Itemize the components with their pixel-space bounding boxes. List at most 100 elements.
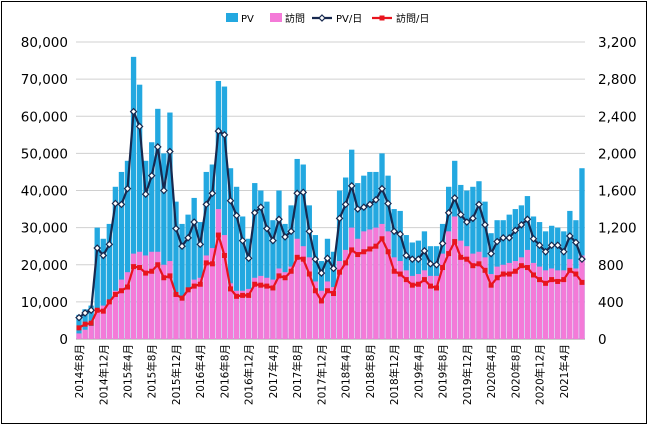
visit-per-day-point xyxy=(537,277,543,283)
visit-per-day-point xyxy=(385,249,391,255)
pv-per-day-point xyxy=(408,255,417,264)
x-tick-label: 2014年12月 xyxy=(97,344,110,405)
pv-per-day-point xyxy=(456,210,465,219)
pv-bar xyxy=(191,197,197,339)
legend-pv-per-day-marker xyxy=(318,14,326,22)
visit-bar xyxy=(88,326,94,339)
visit-bar xyxy=(300,246,306,339)
pv-per-day-point xyxy=(505,233,514,242)
pv-bar xyxy=(579,168,585,339)
left-tick-label: 40,000 xyxy=(21,184,68,200)
pv-bar xyxy=(252,183,258,339)
pv-bar xyxy=(130,56,137,339)
pv-per-day-point xyxy=(553,241,562,250)
pv-per-day-point xyxy=(214,127,223,135)
visit-per-day-point xyxy=(458,254,464,260)
visit-bar xyxy=(542,270,549,339)
visit-bar xyxy=(136,251,143,339)
pv-per-day-point xyxy=(99,251,108,260)
pv-per-day-point xyxy=(335,214,344,223)
visit-per-day-point xyxy=(149,268,155,274)
pv-per-day-point xyxy=(299,188,308,197)
visit-bar xyxy=(167,261,173,339)
right-tick-label: 2,400 xyxy=(598,109,637,125)
right-axis-ticks: 0 400 800 1,200 1,600 2,000 2,400 2,800 3,200 xyxy=(598,35,637,348)
pv-per-day-point xyxy=(353,205,362,213)
visit-per-day-point xyxy=(246,292,252,298)
visit-per-day-point xyxy=(161,275,167,281)
visit-bar xyxy=(500,264,506,339)
visit-per-day-point xyxy=(579,279,585,285)
visit-bar xyxy=(397,261,403,339)
visit-per-day-point xyxy=(391,268,397,274)
visit-bar xyxy=(379,223,385,339)
visit-per-day-point xyxy=(118,288,124,294)
left-tick-label: 10,000 xyxy=(21,295,68,311)
right-tick-label: 0 xyxy=(598,332,607,348)
visit-per-day-point xyxy=(234,293,240,299)
pv-per-day-point xyxy=(499,233,508,242)
visit-bar xyxy=(294,238,300,339)
visit-per-day-point xyxy=(421,277,427,283)
pv-bar xyxy=(124,160,131,339)
legend-pv-per-day-label: PV/日 xyxy=(336,14,362,25)
visit-bar xyxy=(433,275,440,339)
visit-bar xyxy=(221,235,228,339)
right-tick-label: 800 xyxy=(598,258,624,274)
pv-per-day-point xyxy=(450,194,459,202)
pv-per-day-point xyxy=(250,208,259,217)
visit-bar xyxy=(306,257,312,339)
pv-per-day-point xyxy=(305,227,314,236)
visit-per-day-point xyxy=(276,273,282,279)
legend-pv-swatch xyxy=(226,13,238,22)
pv-per-day-point xyxy=(87,306,95,315)
pv-per-day-point xyxy=(311,255,320,264)
pv-bar xyxy=(239,216,246,339)
right-tick-label: 3,200 xyxy=(598,35,637,51)
visit-bar xyxy=(161,264,167,339)
visit-per-day-point xyxy=(203,260,209,266)
pv-per-day-point xyxy=(105,240,114,249)
visit-per-day-point xyxy=(106,299,112,305)
visit-per-day-point xyxy=(228,286,234,292)
visit-bar xyxy=(143,255,149,339)
pv-bar xyxy=(167,112,173,339)
pv-bar xyxy=(233,186,240,339)
pv-per-day-point xyxy=(153,143,162,151)
pv-bar xyxy=(155,108,161,339)
visit-bar xyxy=(445,231,452,339)
visit-per-day-point xyxy=(403,277,409,283)
left-axis-ticks: 0 10,000 20,000 30,000 40,000 50,000 60,000 70,… xyxy=(21,35,68,348)
x-tick-label: 2019年8月 xyxy=(437,344,450,398)
visit-bar xyxy=(233,290,240,339)
visit-bar xyxy=(482,257,488,339)
visit-bar xyxy=(561,270,567,339)
visit-per-day-point xyxy=(494,275,500,281)
visit-per-day-point xyxy=(452,239,458,245)
pv-per-day-point xyxy=(287,227,295,236)
visit-per-day-point xyxy=(446,251,452,257)
pv-per-day-point xyxy=(269,236,277,245)
visit-bar xyxy=(476,251,482,339)
visit-per-day-point xyxy=(209,261,215,267)
visit-per-day-point xyxy=(82,321,88,327)
legend-visit-swatch xyxy=(270,13,282,22)
visit-bar xyxy=(579,255,585,339)
pv-per-day-point xyxy=(226,196,235,205)
line-pv-path xyxy=(78,110,584,319)
visit-per-day-point xyxy=(143,270,149,276)
pv-bar xyxy=(112,186,119,339)
pv-per-day-point xyxy=(529,234,538,243)
visit-per-day-point xyxy=(482,267,488,273)
pv-per-day-point xyxy=(578,255,586,264)
left-tick-label: 50,000 xyxy=(21,146,68,162)
pv-per-day-point xyxy=(123,184,132,193)
right-tick-label: 1,600 xyxy=(598,184,637,200)
pv-per-day-point xyxy=(566,232,574,240)
x-tick-label: 2016年12月 xyxy=(243,344,256,405)
visit-per-day-point xyxy=(258,282,264,288)
x-tick-label: 2017年12月 xyxy=(315,344,328,405)
pv-per-day-point xyxy=(426,259,435,268)
pv-per-day-point xyxy=(359,203,368,212)
visit-bar xyxy=(276,268,282,339)
